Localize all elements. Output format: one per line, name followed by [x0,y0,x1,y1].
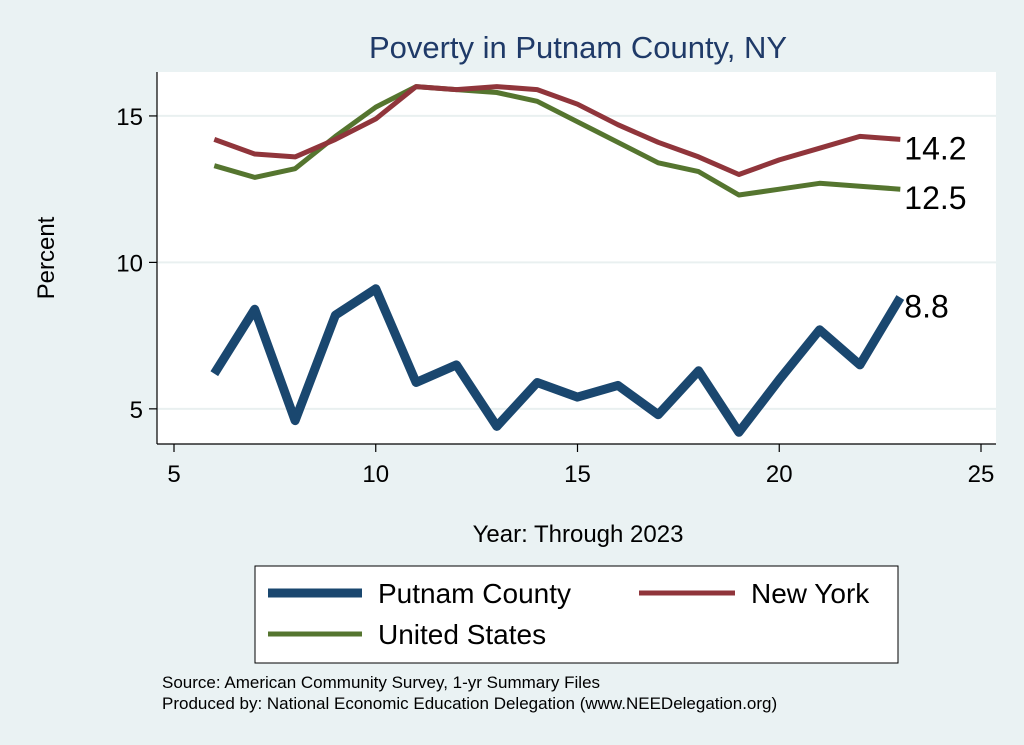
x-tick-label-15: 15 [564,461,591,488]
y-axis-title: Percent [33,216,60,299]
legend: Putnam County New York United States [254,565,899,664]
x-tick-label-25: 25 [968,461,995,488]
legend-label-new-york: New York [751,578,870,609]
producer-note: Produced by: National Economic Education… [162,694,777,713]
chart-title: Poverty in Putnam County, NY [369,30,787,65]
end-label-putnam-county: 8.8 [904,289,948,325]
end-labels: 8.8 14.2 12.5 [904,130,966,324]
end-label-united-states: 12.5 [904,180,966,216]
y-tick-label-5: 5 [130,397,143,424]
y-tick-label-15: 15 [116,104,143,131]
series-line-putnam-county [210,284,905,437]
plot-area [157,72,996,444]
series-line-new-york [213,84,901,177]
source-note: Source: American Community Survey, 1-yr … [162,673,600,692]
legend-label-putnam-county: Putnam County [378,578,571,609]
x-tick-label-10: 10 [362,461,389,488]
x-tick-label-5: 5 [167,461,180,488]
x-axis-ticks: 5 10 15 20 25 [167,444,994,488]
y-tick-label-10: 10 [116,250,143,277]
end-label-new-york: 14.2 [904,130,966,166]
x-tick-label-20: 20 [766,461,793,488]
legend-label-united-states: United States [378,619,546,650]
x-axis-title: Year: Through 2023 [473,521,684,548]
series-layer [210,84,905,437]
legend-box [254,565,899,664]
y-axis-ticks: 5 10 15 [116,104,157,424]
